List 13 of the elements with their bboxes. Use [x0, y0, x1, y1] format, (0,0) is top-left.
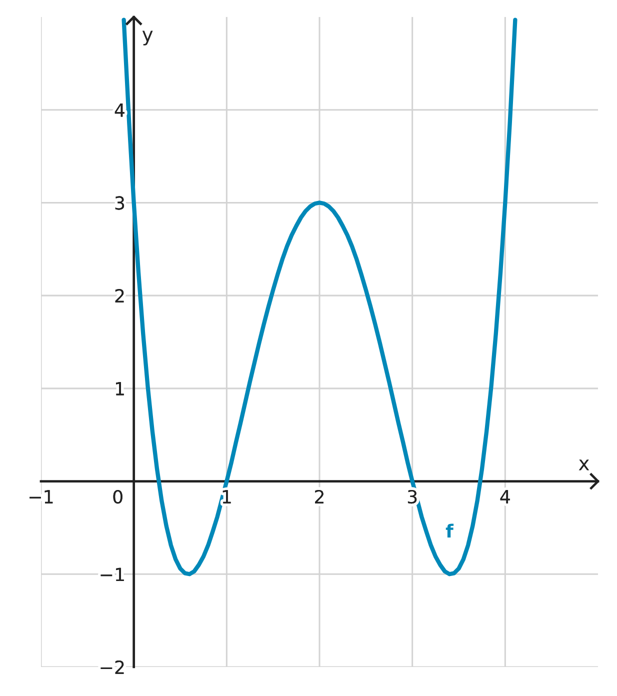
y-tick-label: −2 — [100, 660, 124, 674]
y-tick-label: −1 — [100, 568, 124, 582]
x-tick-label: 2 — [315, 490, 324, 504]
x-axis-title: x — [578, 460, 590, 470]
x-tick-label: 4 — [500, 490, 510, 504]
y-tick-label: 4 — [114, 104, 124, 117]
y-tick-label: 2 — [115, 289, 124, 302]
series-label: f — [446, 524, 454, 538]
y-tick-label: 3 — [115, 196, 124, 210]
x-tick-label: −1 — [30, 490, 53, 504]
y-axis-title: y — [142, 30, 153, 46]
y-tick-label: 1 — [116, 382, 124, 396]
x-tick-label: 0 — [113, 490, 122, 504]
